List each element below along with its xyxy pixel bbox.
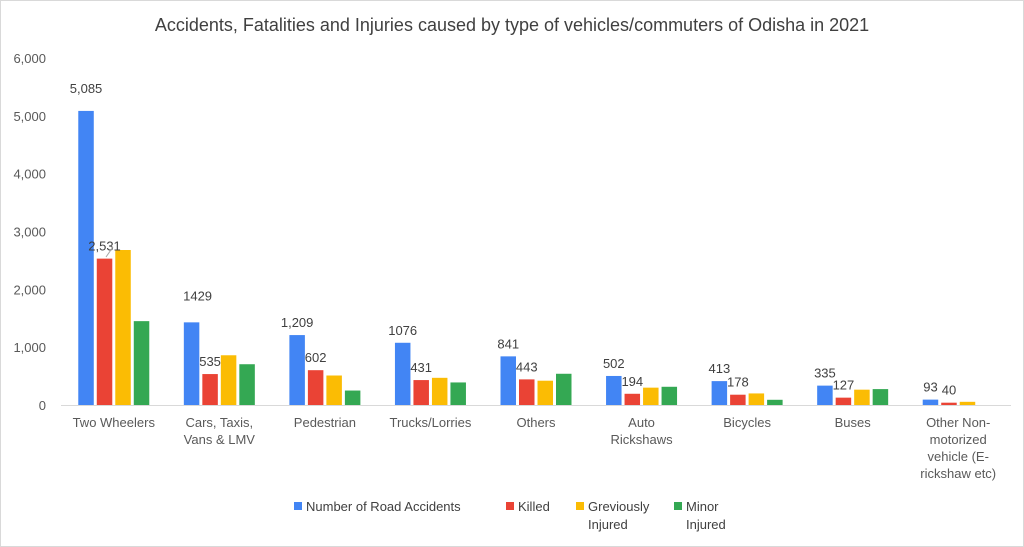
legend-swatch: [674, 502, 682, 510]
y-tick-label: 0: [39, 398, 46, 413]
bar-greviously-injured: [748, 393, 765, 405]
bar-greviously-injured: [959, 401, 976, 405]
category-label: Others: [516, 415, 556, 430]
data-label: 5,085: [70, 81, 103, 96]
data-label: 535: [199, 354, 221, 369]
bar-greviously-injured: [854, 389, 870, 405]
bar-greviously-injured: [115, 250, 131, 405]
bar-minor-injured: [450, 382, 466, 405]
bar-killed: [624, 393, 641, 405]
bar-killed: [941, 402, 957, 405]
bar-greviously-injured: [326, 375, 342, 405]
legend-label: Number of Road Accidents: [306, 499, 461, 514]
bars: [78, 110, 976, 405]
data-label: 93: [923, 380, 937, 395]
bar-number-of-road-accidents: [817, 385, 833, 405]
bar-number-of-road-accidents: [289, 335, 305, 405]
bar-killed: [835, 397, 852, 405]
category-label: Trucks/Lorries: [390, 415, 472, 430]
legend-swatch: [294, 502, 302, 510]
bar-number-of-road-accidents: [500, 356, 516, 405]
category-label: Other Non-motorized vehicle (E-rickshaw e…: [920, 415, 996, 481]
legend-swatch: [576, 502, 584, 510]
y-tick-label: 1,000: [13, 340, 46, 355]
category-label: Auto Rickshaws: [610, 415, 673, 447]
bar-greviously-injured: [537, 380, 553, 405]
legend-label: Killed: [518, 499, 550, 514]
category-label: Two Wheelers: [73, 415, 156, 430]
y-tick-label: 5,000: [13, 109, 46, 124]
x-axis: Two Wheelers Cars, Taxis, Vans & LMV Pedest…: [61, 405, 1011, 481]
chart-title: Accidents, Fatalities and Injuries cause…: [154, 15, 870, 35]
data-label: 602: [305, 350, 327, 365]
data-label: 443: [516, 359, 538, 374]
data-label: 1429: [183, 288, 212, 303]
data-label: 841: [497, 336, 519, 351]
bar-number-of-road-accidents: [922, 399, 939, 405]
category-label: Cars, Taxis, Vans & LMV: [184, 415, 256, 447]
bar-killed: [413, 380, 429, 405]
bar-minor-injured: [344, 390, 361, 405]
bar-number-of-road-accidents: [711, 381, 728, 405]
bar-killed: [519, 379, 535, 405]
y-tick-label: 3,000: [13, 225, 46, 240]
bar-minor-injured: [872, 389, 889, 405]
bar-greviously-injured: [431, 377, 448, 405]
y-axis: 0 1,000 2,000 3,000 4,000 5,000 6,000: [13, 51, 46, 413]
bar-minor-injured: [556, 373, 572, 405]
bar-killed: [307, 370, 324, 405]
data-label: 40: [942, 383, 956, 398]
data-label: 194: [621, 374, 643, 389]
bar-minor-injured: [239, 364, 255, 405]
legend-label: Minor Injured: [686, 499, 726, 532]
y-tick-label: 4,000: [13, 167, 46, 182]
bar-minor-injured: [767, 399, 783, 405]
data-label: 335: [814, 366, 836, 381]
category-label: Pedestrian: [294, 415, 356, 430]
data-label: 1076: [388, 323, 417, 338]
bar-minor-injured: [661, 386, 678, 405]
data-labels: 5,085 2,531 1429 535 1,209 602 1076 431 841 443 50…: [70, 81, 956, 398]
bar-minor-injured: [133, 321, 150, 405]
y-tick-label: 2,000: [13, 282, 46, 297]
category-label: Bicycles: [723, 415, 771, 430]
data-label: 127: [833, 378, 855, 393]
legend-label: Greviously Injured: [588, 499, 650, 532]
data-label: 2,531: [88, 239, 121, 254]
bar-killed: [96, 258, 113, 405]
y-tick-label: 6,000: [13, 51, 46, 66]
data-label: 431: [410, 360, 432, 375]
data-label: 502: [603, 356, 625, 371]
bar-number-of-road-accidents: [78, 110, 94, 405]
legend: Number of Road Accidents Killed Greviously…: [294, 499, 726, 532]
bar-number-of-road-accidents: [606, 375, 622, 405]
bar-number-of-road-accidents: [394, 342, 411, 405]
category-label: Buses: [835, 415, 872, 430]
bar-greviously-injured: [643, 387, 659, 405]
bar-greviously-injured: [220, 355, 237, 405]
bar-killed: [730, 394, 746, 405]
bar-number-of-road-accidents: [183, 322, 200, 405]
legend-swatch: [506, 502, 514, 510]
data-label: 178: [727, 375, 749, 390]
bar-killed: [202, 374, 218, 405]
data-label: 413: [709, 361, 731, 376]
leader-line: [105, 246, 114, 258]
data-label: 1,209: [281, 315, 314, 330]
